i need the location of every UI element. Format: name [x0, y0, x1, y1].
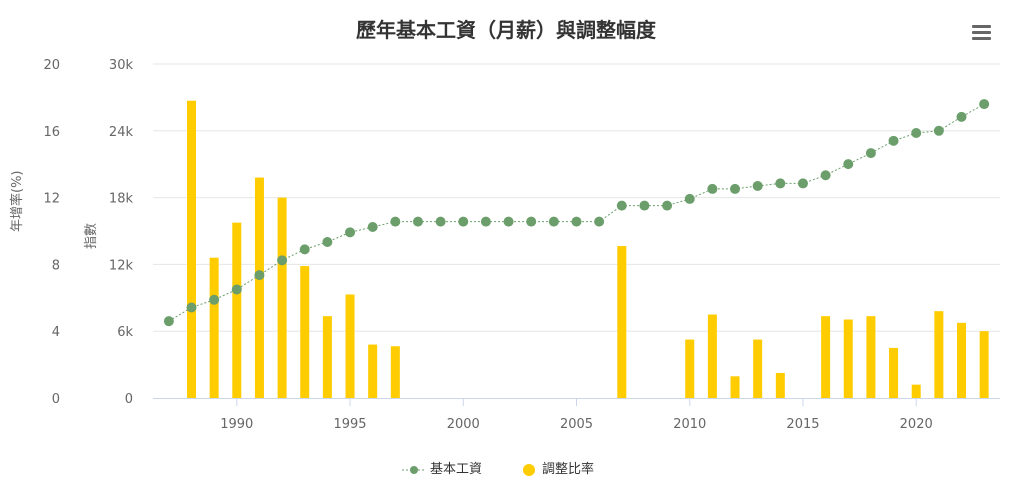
bar-2011 [707, 314, 717, 398]
y-right-tick-label: 24k [109, 125, 134, 140]
bar-2019 [889, 347, 899, 398]
bar-2017 [843, 319, 853, 398]
chart-title: 歷年基本工資（月薪）與調整幅度 [356, 18, 656, 42]
point-1987 [163, 316, 174, 327]
point-2002 [503, 216, 514, 227]
bar-1989 [209, 257, 219, 398]
x-tick-label: 1995 [333, 417, 366, 432]
bar-1996 [368, 344, 378, 398]
point-1998 [412, 216, 423, 227]
bar-1997 [390, 346, 400, 398]
bar-2022 [957, 322, 966, 398]
chart-context-menu-button[interactable] [966, 22, 996, 48]
point-2020 [911, 128, 922, 139]
point-2022 [956, 111, 967, 122]
point-2006 [594, 216, 605, 227]
point-2013 [752, 180, 763, 191]
chart-legend: 基本工資 調整比率 [0, 458, 1012, 478]
y-right-tick-label: 0 [125, 392, 133, 407]
y-right-tick-label: 6k [117, 325, 133, 340]
point-2016 [820, 170, 831, 181]
point-1990 [231, 284, 242, 295]
y-left-tick-label: 12 [43, 192, 60, 207]
point-2017 [843, 159, 854, 170]
point-2012 [730, 183, 741, 194]
point-1992 [277, 255, 288, 266]
x-tick-label: 1990 [220, 417, 253, 432]
point-2007 [616, 200, 627, 211]
point-2014 [775, 178, 786, 189]
bar-series-adjustment-rate [187, 100, 989, 399]
x-tick-label: 2005 [560, 417, 593, 432]
bar-1988 [187, 100, 196, 399]
y-left-tick-label: 4 [52, 325, 60, 340]
point-1999 [435, 216, 446, 227]
bar-1994 [322, 316, 332, 398]
point-2009 [662, 200, 673, 211]
point-2005 [571, 216, 582, 227]
bar-2021 [934, 311, 944, 398]
point-2003 [526, 216, 537, 227]
point-2011 [707, 183, 718, 194]
bar-1991 [254, 177, 264, 398]
point-2018 [865, 148, 876, 159]
point-2019 [888, 135, 899, 146]
y-right-tick-label: 30k [109, 58, 134, 73]
bar-2012 [730, 376, 740, 398]
line-legend-icon [402, 465, 426, 474]
x-tick-label: 2015 [786, 417, 819, 432]
y-left-tick-label: 0 [52, 392, 60, 407]
point-2021 [933, 125, 944, 136]
y-left-tick-label: 8 [52, 258, 60, 273]
hamburger-menu-icon [971, 25, 991, 28]
legend-item-adjustment-rate[interactable]: 調整比率 [522, 458, 594, 477]
bar-2023 [979, 331, 989, 398]
bar-2013 [753, 339, 763, 398]
point-2015 [797, 178, 808, 189]
x-tick-label: 2020 [900, 417, 933, 432]
bar-1992 [277, 197, 287, 398]
base-wage-line-path [168, 103, 985, 322]
bar-2018 [866, 316, 876, 398]
point-2008 [639, 200, 650, 211]
bar-2007 [617, 246, 627, 398]
point-2023 [979, 99, 990, 110]
point-2001 [480, 216, 491, 227]
point-1996 [367, 221, 378, 232]
bar-2014 [775, 372, 785, 398]
y-left-tick-label: 16 [43, 125, 60, 140]
legend-item-base-wage[interactable]: 基本工資 [402, 458, 482, 477]
y-axis-right: 0 6k 12k 18k 24k 30k [109, 58, 134, 407]
bar-1995 [345, 294, 355, 398]
point-1993 [299, 244, 310, 255]
bar-2016 [821, 316, 831, 398]
x-tick-label: 2000 [447, 417, 480, 432]
point-1989 [209, 294, 220, 305]
y-right-tick-label: 12k [109, 258, 134, 273]
legend-label-adjustment-rate: 調整比率 [542, 462, 595, 477]
point-2004 [548, 216, 559, 227]
bar-legend-icon [523, 463, 535, 476]
bar-1993 [300, 266, 310, 398]
gridlines [153, 63, 1000, 332]
line-series-base-wage [163, 99, 990, 327]
point-1994 [322, 237, 333, 248]
x-axis: 1990 1995 2000 2005 2010 2015 2020 [153, 398, 1000, 432]
point-2000 [458, 216, 469, 227]
x-tick-label: 2010 [673, 417, 706, 432]
y-axis-left: 0 4 8 12 16 20 [43, 58, 60, 407]
point-1995 [345, 227, 356, 238]
bar-1990 [232, 222, 242, 398]
y-left-tick-label: 20 [43, 58, 60, 73]
point-2010 [684, 193, 695, 204]
bar-2020 [911, 384, 921, 398]
legend-label-base-wage: 基本工資 [430, 462, 483, 477]
point-1988 [186, 302, 197, 313]
point-1991 [254, 270, 265, 281]
bar-2010 [685, 339, 695, 398]
y-right-tick-label: 18k [109, 192, 134, 207]
point-1997 [390, 216, 401, 227]
